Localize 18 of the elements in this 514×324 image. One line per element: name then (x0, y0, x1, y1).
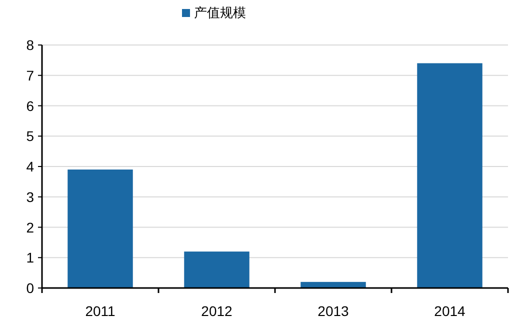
x-tick-label: 2014 (434, 303, 466, 319)
y-tick-label: 2 (26, 219, 34, 236)
bar (417, 63, 482, 288)
y-tick-label: 7 (26, 67, 34, 84)
y-tick-label: 1 (26, 250, 34, 266)
y-tick-label: 4 (26, 158, 34, 174)
bar (184, 252, 250, 288)
x-tick-label: 2013 (318, 303, 350, 319)
y-tick-label: 8 (26, 37, 34, 53)
x-tick-label: 2011 (85, 303, 116, 319)
y-tick-label: 6 (26, 98, 34, 114)
legend-label: 产值规模 (194, 5, 246, 20)
bar (68, 170, 133, 288)
bar (300, 282, 366, 288)
x-tick-label: 2012 (201, 303, 233, 319)
y-tick-label: 0 (26, 280, 34, 296)
y-tick-label: 5 (26, 128, 34, 144)
y-tick-label: 3 (26, 188, 34, 205)
